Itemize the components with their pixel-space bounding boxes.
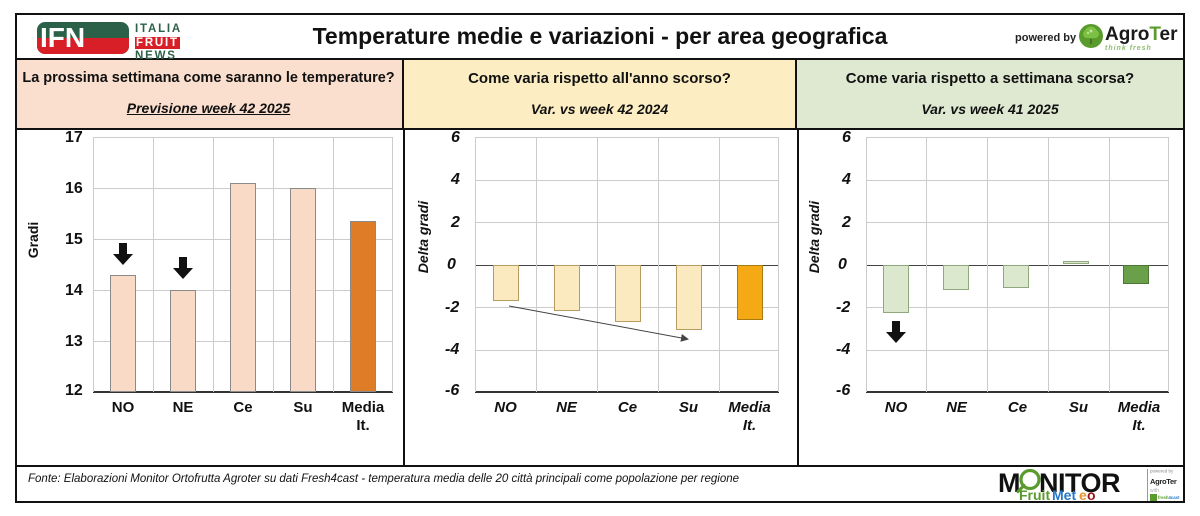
- svg-text:M: M: [998, 469, 1020, 498]
- svg-text:Fruit: Fruit: [1019, 487, 1050, 501]
- svg-text:Met: Met: [1052, 487, 1076, 501]
- svg-text:o: o: [1087, 487, 1096, 501]
- svg-text:e: e: [1079, 487, 1087, 501]
